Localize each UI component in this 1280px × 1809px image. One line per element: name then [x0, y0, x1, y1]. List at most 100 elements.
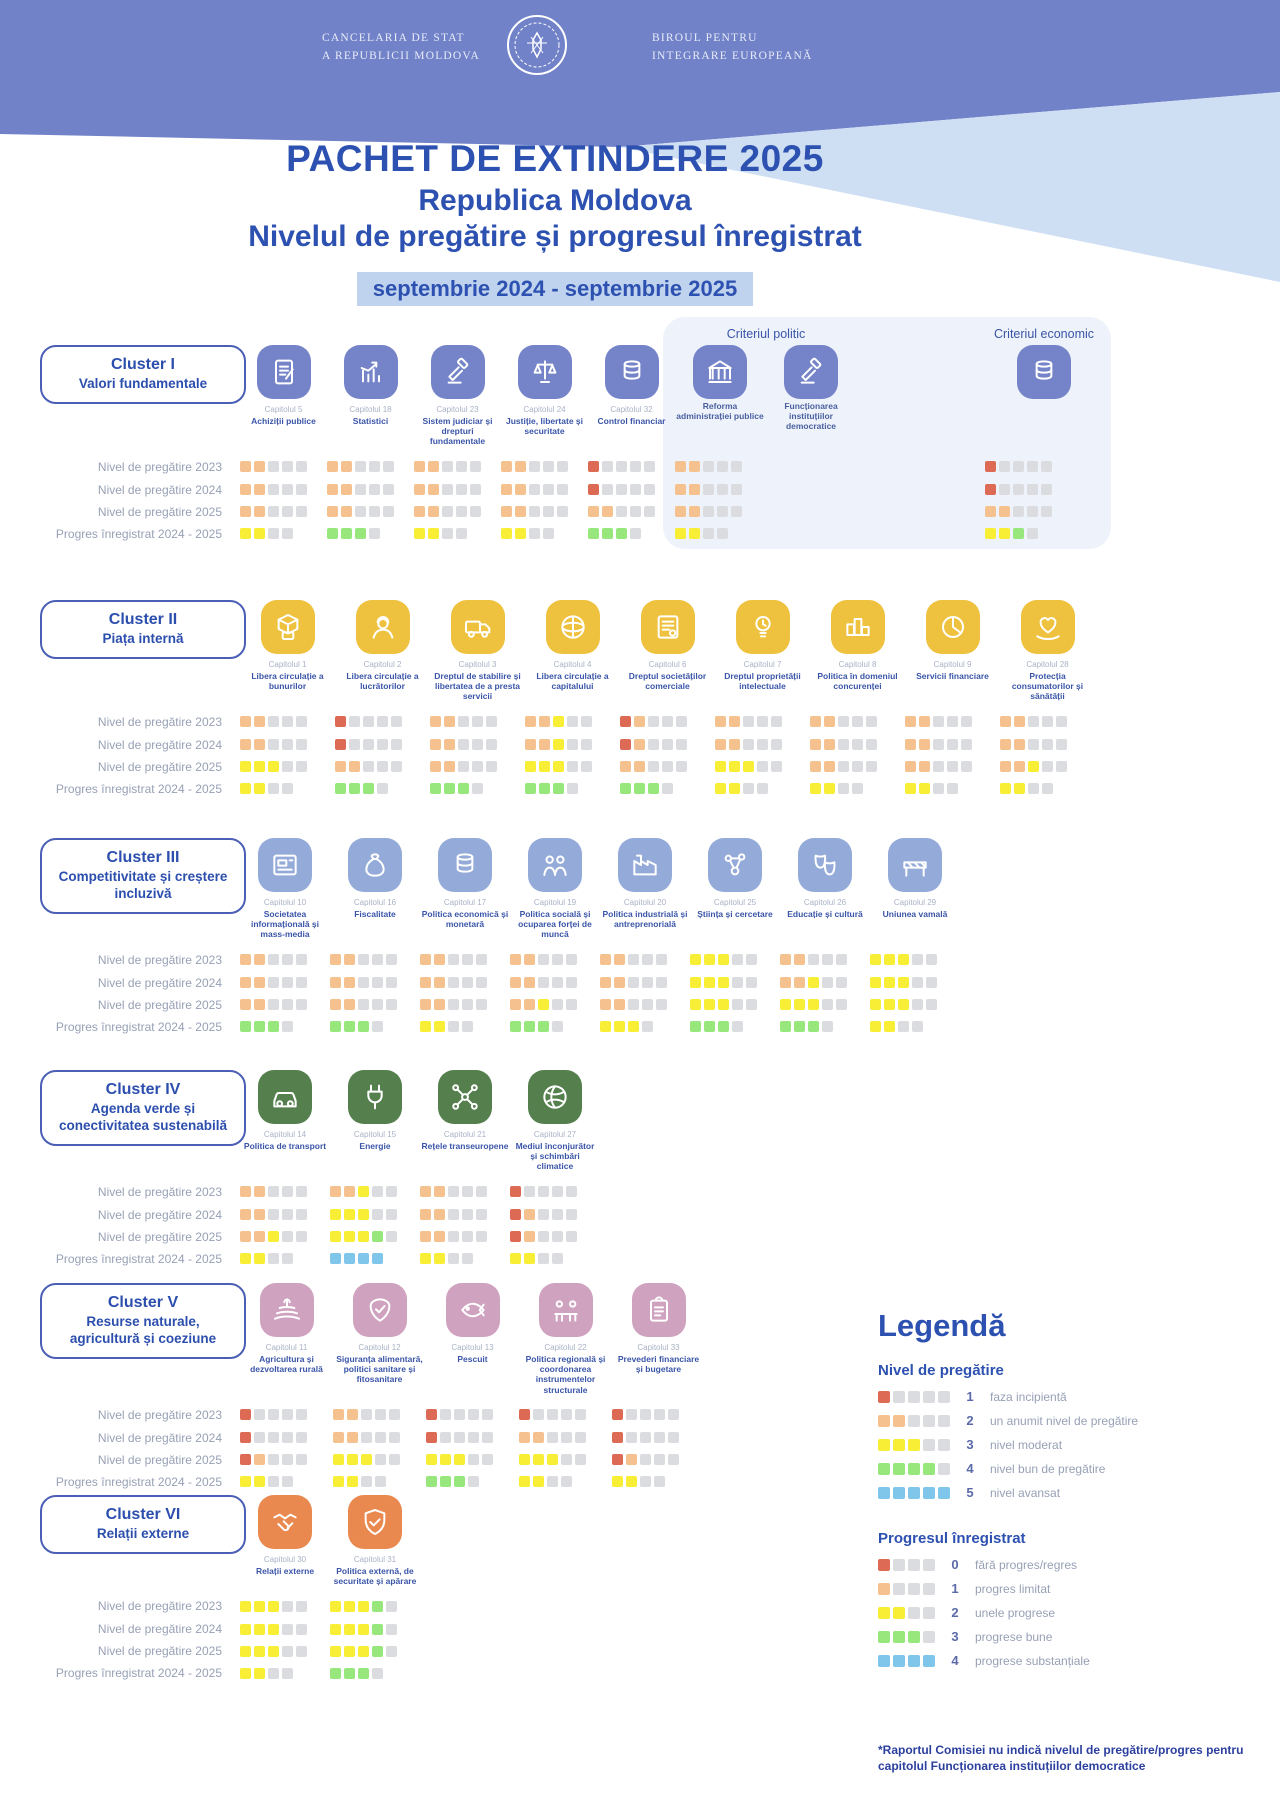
chapter: Capitolul 26 Educație și cultură	[780, 838, 870, 927]
prep-2024-row	[240, 1209, 307, 1221]
prep-2024-row	[1000, 739, 1067, 751]
cluster-i: Criteriul politic Criteriul economic Clust…	[40, 317, 1111, 549]
row-label-prep-2023-row: Nivel de pregătire 2023	[97, 1407, 222, 1422]
prep-2025-row	[620, 761, 687, 773]
chapter-number: Capitolul 9	[933, 660, 972, 669]
libera-circula-ie-a-bunurilor-icon	[260, 600, 315, 654]
row-label-prep-2024-row: Nivel de pregătire 2024	[97, 1622, 222, 1637]
legend-progress-label: progrese substanțiale	[975, 1653, 1090, 1668]
progress-row	[870, 1021, 923, 1033]
legend: Legendă Nivel de pregătire 1 faza incipie…	[878, 1308, 1262, 1677]
cluster-title: Cluster III	[106, 849, 180, 866]
prep-2025-row	[519, 1454, 586, 1466]
prep-2024-row	[525, 739, 592, 751]
prep-2023-row	[330, 1186, 397, 1198]
agricultura-i-dezvoltarea-rural-icon	[259, 1283, 314, 1337]
header-diagonal-decor	[0, 92, 1280, 282]
chapter: Capitolul 32 Control financiar	[588, 345, 675, 434]
chapter-name: Uniunea vamală	[882, 909, 948, 919]
cluster-box: Cluster II Piața internă	[40, 600, 246, 659]
progress-row	[420, 1253, 473, 1265]
cluster-subtitle: Relații externe	[96, 1526, 190, 1541]
prep-2025-row	[430, 761, 497, 773]
prep-2025-row	[330, 1231, 397, 1243]
legend-progress-label: progres limitat	[975, 1581, 1051, 1596]
prep-2023-row	[690, 954, 757, 966]
legend-prep-item: 2 un anumit nivel de pregătire	[878, 1413, 1262, 1428]
chapter: Capitolul 2 Libera circulație a lucrători…	[335, 600, 430, 699]
chapter-name: Dreptul proprietății intelectuale	[724, 671, 801, 692]
mediul-nconjur-tor-i-schimb-ri-climatice-icon	[528, 1070, 582, 1124]
row-label-prep-2024-row: Nivel de pregătire 2024	[97, 1207, 222, 1222]
chapter-name: Societatea informațională și mass-media	[250, 909, 319, 940]
row-label-prep-2024-row: Nivel de pregătire 2024	[97, 975, 222, 990]
chapter-name: Libera circulație a lucrătorilor	[346, 671, 419, 692]
legend-prep-squares	[878, 1438, 950, 1451]
chapter: Capitolul 14 Politica de transport	[240, 1070, 330, 1159]
chapter-name: Dreptul de stabilire și libertatea de a …	[434, 671, 521, 702]
row-label-prep-2024-row: Nivel de pregătire 2024	[97, 1430, 222, 1445]
progress-row	[510, 1253, 563, 1265]
progress-row	[240, 528, 293, 540]
progress-row	[780, 1021, 833, 1033]
row-label-progress-row: Progres înregistrat 2024 - 2025	[55, 526, 222, 541]
prep-2025-row	[600, 999, 667, 1011]
prep-2023-row	[985, 461, 1052, 473]
progress-row	[426, 1476, 479, 1488]
progress-row	[525, 783, 578, 795]
legend-prep-item: 4 nivel bun de pregătire	[878, 1461, 1262, 1476]
prep-2023-row	[430, 716, 497, 728]
cluster-subtitle: Piața internă	[102, 631, 184, 646]
row-label-prep-2023-row: Nivel de pregătire 2023	[97, 714, 222, 729]
legend-progress-value: 3	[951, 1629, 959, 1644]
legend-prep-value: 5	[966, 1485, 974, 1500]
progress-row	[612, 1476, 665, 1488]
chapter-name: Servicii financiare	[916, 671, 989, 681]
progress-row	[519, 1476, 572, 1488]
prep-2023-row	[870, 954, 937, 966]
legend-prep-squares	[878, 1390, 950, 1403]
prep-2025-row	[612, 1454, 679, 1466]
legend-progress-squares	[878, 1630, 935, 1643]
chapter: Capitolul 9 Servicii financiare	[905, 600, 1000, 689]
page-title: PACHET DE EXTINDERE 2025	[286, 138, 824, 179]
chapter-number: Capitolul 28	[1026, 660, 1069, 669]
prep-2025-row	[240, 506, 307, 518]
justi-ie-libertate-i-securitate-icon	[517, 345, 572, 399]
legend-progress-title: Progresul înregistrat	[878, 1530, 1026, 1547]
prep-2025-row	[675, 506, 742, 518]
cluster-vi: Cluster VI Relații externe Nivel de pregăt…	[40, 1495, 420, 1684]
chapter-number: Capitolul 19	[533, 898, 577, 907]
prep-2024-row	[240, 484, 307, 496]
cluster-title: Cluster V	[107, 1294, 179, 1311]
legend-prep-value: 3	[966, 1437, 974, 1452]
chapter-name: Energie	[359, 1141, 391, 1151]
progress-row	[240, 783, 293, 795]
prep-2025-row	[240, 999, 307, 1011]
re-ele-transeuropene-icon	[438, 1070, 492, 1124]
org-left: Cancelaria de stat a Republicii Moldova	[322, 32, 480, 62]
row-label-progress-row: Progres înregistrat 2024 - 2025	[55, 781, 222, 796]
prep-2024-row	[588, 484, 655, 496]
chapter: Capitolul 29 Uniunea vamală	[870, 838, 960, 927]
political-criterion-label: Criteriul politic	[726, 327, 806, 341]
chapter-name: Reforma administrației publice	[676, 401, 764, 422]
prep-2025-row	[525, 761, 592, 773]
prep-2023-row	[420, 1186, 487, 1198]
legend-progress-item: 2 unele progrese	[878, 1605, 1262, 1620]
dreptul-propriet-ii-intelectuale-icon	[735, 600, 790, 654]
prep-2024-row	[519, 1432, 586, 1444]
cluster-subtitle: Competitivitate și creștere incluzivă	[58, 869, 228, 901]
chapter-number: Capitolul 17	[443, 898, 487, 907]
prep-2025-row	[420, 1231, 487, 1243]
legend-progress-value: 1	[951, 1581, 959, 1596]
prep-2023-row	[240, 954, 307, 966]
chapter: Capitolul 13 Pescuit	[426, 1283, 519, 1372]
chapter-name: Statistici	[352, 416, 389, 426]
chapter: Capitolul 21 Rețele transeuropene	[420, 1070, 510, 1159]
chapter: Capitolul 20 Politica industrială și antr…	[600, 838, 690, 937]
legend-progress-squares	[878, 1558, 935, 1571]
cluster-subtitle: Valori fundamentale	[78, 376, 208, 391]
politica-de-transport-icon	[258, 1070, 312, 1124]
prep-2025-row	[690, 999, 757, 1011]
